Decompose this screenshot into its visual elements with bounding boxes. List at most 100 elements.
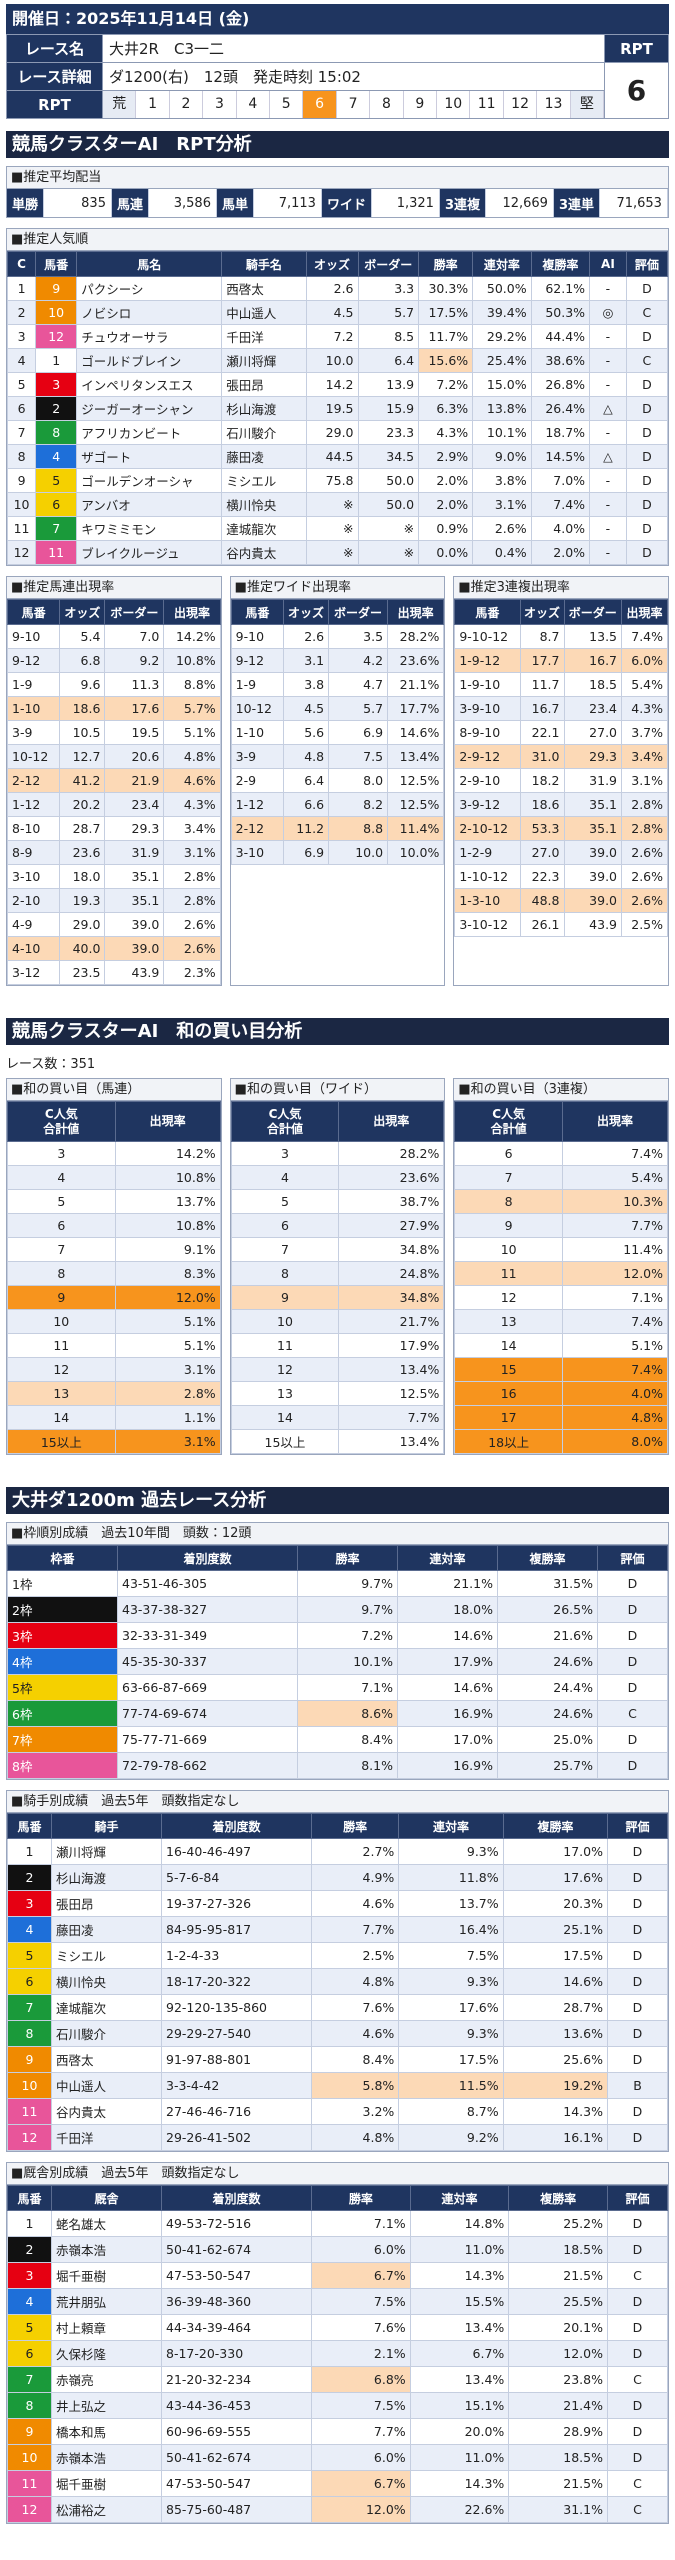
table-cell: 4.3% xyxy=(621,696,669,721)
table-cell: 6.9 xyxy=(283,840,330,865)
rpt-scale-step: 9 xyxy=(404,91,438,118)
table-row: 2-12 41.2 21.9 4.6% xyxy=(6,768,221,793)
table-cell: 中山遥人 xyxy=(221,300,307,325)
table-cell: 井上弘之 xyxy=(51,2392,162,2419)
table-cell: 6.4 xyxy=(357,348,420,373)
table-cell: 7.7% xyxy=(311,2418,411,2445)
column-header: 出現率 xyxy=(387,599,445,625)
table-cell: D xyxy=(597,1596,668,1623)
table-cell: 赤嶺亮 xyxy=(51,2366,162,2393)
table-cell: 13.4% xyxy=(409,2366,510,2393)
table-cell: 張田昂 xyxy=(221,372,307,397)
rpt-scale-step: 12 xyxy=(504,91,538,118)
table-row: 12 7.1% xyxy=(454,1285,669,1310)
table-cell: 8.7 xyxy=(519,624,565,649)
column-header: 厩舎 xyxy=(51,2185,162,2211)
column-header-text: 勝率 xyxy=(348,2191,373,2206)
table-cell: 3-9-12 xyxy=(454,792,521,817)
table-cell: 蛯名雄太 xyxy=(51,2210,162,2237)
table-cell: 13.4% xyxy=(409,2314,510,2341)
table-row: 3 12 チュウオーサラ 千田洋 7.2 8.5 11.7% 29.2% 44.4% - D xyxy=(6,324,669,349)
table-cell: 13.7% xyxy=(398,1890,504,1917)
table-cell: D xyxy=(607,2288,668,2315)
table-cell: 7 xyxy=(6,420,37,445)
table-row: 9 34.8% xyxy=(230,1285,445,1310)
table-cell: 6.7% xyxy=(409,2340,510,2367)
table-row: 10 21.7% xyxy=(230,1309,445,1334)
table-cell: 27.0 xyxy=(519,840,565,865)
column-header: 複勝率 xyxy=(502,1813,609,1839)
table-cell: - xyxy=(589,540,627,565)
table-row: 3-9 10.5 19.5 5.1% xyxy=(6,720,221,745)
table-cell: 11 xyxy=(230,1333,340,1358)
table-cell: 6 xyxy=(230,1213,340,1238)
table-cell: 7.0% xyxy=(530,468,591,493)
table-cell: 18.5% xyxy=(508,2236,608,2263)
table-cell: 9.3% xyxy=(398,2020,504,2047)
column-header-text: 複勝率 xyxy=(542,257,579,272)
table-cell: 75.8 xyxy=(305,468,359,493)
rpt-scale-step: 11 xyxy=(470,91,504,118)
table-cell: 20.3% xyxy=(502,1890,609,1917)
table-cell: 1-9 xyxy=(6,672,61,697)
table-cell: 4.8% xyxy=(310,2124,400,2151)
table-cell: 13 xyxy=(230,1381,340,1406)
table-cell: 3 xyxy=(230,1141,340,1166)
table-cell: 5.1% xyxy=(114,1309,221,1334)
row: ■和の買い目（馬連） C人気合計値 出現率 3 14.2% 4 10.8% 5 13.7% 6 10… xyxy=(6,1078,670,1465)
table-box: ■和の買い目（3連複） C人気合計値 出現率 6 7.4% 7 5.4% 8 10.3% 9 7.7… xyxy=(453,1078,670,1455)
table-row: 15以上 13.4% xyxy=(230,1429,445,1454)
table-cell: 村上頼章 xyxy=(51,2314,162,2341)
table-row: 8 24.8% xyxy=(230,1261,445,1286)
table-cell: 5 xyxy=(7,1942,52,1969)
table-cell: D xyxy=(597,1570,668,1597)
table-row: 5 ミシエル 1-2-4-33 2.5% 7.5% 17.5% D xyxy=(7,1942,668,1969)
table-row: 7枠 75-77-71-669 8.4% 17.0% 25.0% D xyxy=(7,1726,668,1753)
table-cell: 16-40-46-497 xyxy=(161,1838,312,1865)
table-cell: D xyxy=(625,372,669,397)
column-header: 出現率 xyxy=(163,599,221,625)
table-cell: 31.5% xyxy=(497,1570,598,1597)
table-cell: 9.3% xyxy=(398,1838,504,1865)
table-row: 4 藤田凌 84-95-95-817 7.7% 16.4% 25.1% D xyxy=(7,1916,668,1943)
table-cell: 1-2-9 xyxy=(454,840,521,865)
box-title: ■枠順別成績 過去10年間 頭数：12頭 xyxy=(7,1523,668,1545)
table-cell: C xyxy=(625,300,669,325)
table-row: 2-9 6.4 8.0 12.5% xyxy=(230,768,445,793)
column-header-text: オッズ xyxy=(64,605,101,620)
column-header-text: 着別度数 xyxy=(212,1819,261,1834)
table-cell: D xyxy=(607,2236,668,2263)
column-header-text: C人気合計値 xyxy=(490,1107,527,1136)
column-header-text: 連対率 xyxy=(429,1551,466,1566)
table-row: 6 久保杉隆 8-17-20-330 2.1% 6.7% 12.0% D xyxy=(7,2340,668,2367)
table-cell: 38.6% xyxy=(530,348,591,373)
box-title: ■騎手別成績 過去5年 頭数指定なし xyxy=(7,1791,668,1813)
table-cell: 6.8% xyxy=(311,2366,411,2393)
table-cell: 9.7% xyxy=(297,1596,398,1623)
table-cell: 17.5% xyxy=(502,1942,609,1969)
table-cell: D xyxy=(607,2314,668,2341)
table-cell: 22.1 xyxy=(519,720,565,745)
race-header: レース名 大井2R C3一二 RPT レース詳細 ダ1200(右) 12頭 発走… xyxy=(6,34,669,119)
table-row: 1枠 43-51-46-305 9.7% 21.1% 31.5% D xyxy=(7,1570,668,1597)
data-table: 馬番 オッズ ボーダー 出現率 9-10 2.6 3.5 28.2% 9-12 3.1 4.2 23.… xyxy=(230,599,445,865)
column-header-text: 馬番 xyxy=(475,605,500,620)
table-cell: 14.2% xyxy=(163,624,221,649)
table-cell: 7枠 xyxy=(7,1726,118,1753)
column-header: 馬名 xyxy=(76,251,223,277)
table-row: 3-9 4.8 7.5 13.4% xyxy=(230,744,445,769)
table-cell: 14.2% xyxy=(114,1141,221,1166)
table-cell: C xyxy=(607,2366,668,2393)
table-cell: 11 xyxy=(454,1261,563,1286)
table-cell: 31.1% xyxy=(508,2496,608,2523)
table-cell: 3 xyxy=(7,1141,116,1166)
table-cell: 36-39-48-360 xyxy=(161,2288,312,2315)
table-cell: 26.4% xyxy=(530,396,591,421)
table-cell: 1.1% xyxy=(114,1405,221,1430)
table-cell: 2.7% xyxy=(310,1838,400,1865)
box-title: ■和の買い目（馬連） xyxy=(7,1079,221,1101)
label: RPT xyxy=(6,90,103,119)
table-cell: 4.0% xyxy=(530,516,591,541)
table-cell: 9-10 xyxy=(6,624,61,649)
